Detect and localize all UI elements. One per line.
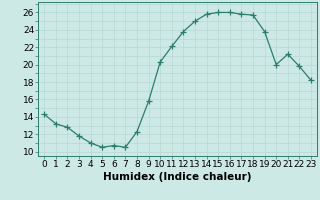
X-axis label: Humidex (Indice chaleur): Humidex (Indice chaleur) (103, 172, 252, 182)
